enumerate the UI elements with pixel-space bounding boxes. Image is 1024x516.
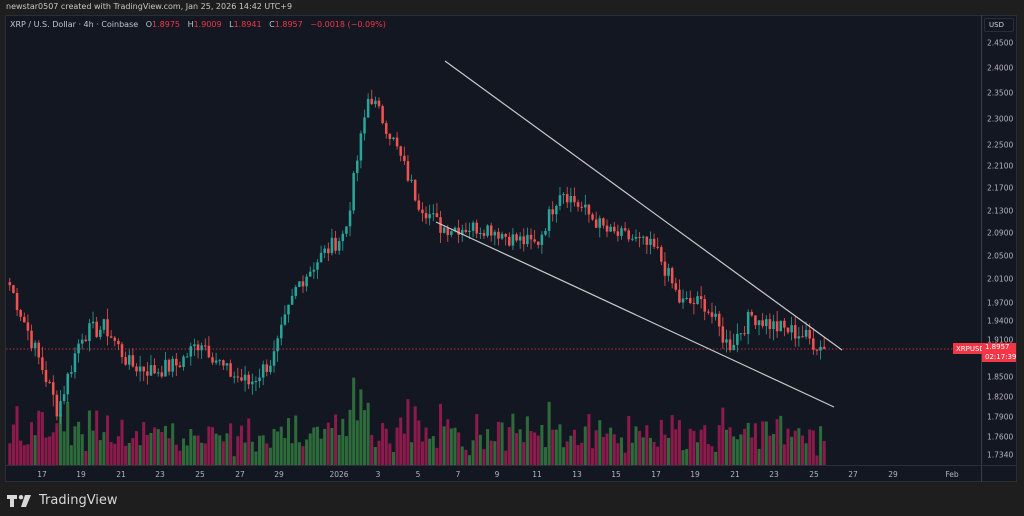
bar-countdown: 02:17:39 (985, 352, 1017, 361)
time-tick-label: 3 (375, 470, 381, 479)
current-price-badge: 1.8957 02:17:39 (982, 343, 1016, 362)
time-tick-label: 27 (848, 470, 858, 479)
price-tick-label: 2.4500 (987, 38, 1014, 48)
price-tick-label: 1.9700 (987, 298, 1014, 308)
symbol-title: XRP / U.S. Dollar · 4h · Coinbase (10, 20, 139, 29)
time-tick-label: 9 (494, 470, 500, 479)
current-price-value: 1.8957 (985, 343, 1010, 351)
close-value: 1.8957 (274, 20, 303, 29)
close-label: C (269, 20, 275, 29)
time-tick-label: 19 (76, 470, 86, 479)
price-tick-label: 2.2100 (987, 161, 1014, 171)
currency-button[interactable]: USD (984, 18, 1014, 32)
time-tick-label: 7 (455, 470, 461, 479)
brand-name: TradingView (39, 493, 118, 508)
price-tick-label: 1.8200 (987, 392, 1014, 402)
price-tick-label: 1.7600 (987, 432, 1014, 442)
ohlc-legend: XRP / U.S. Dollar · 4h · Coinbase O1.897… (10, 20, 386, 29)
time-tick-label: 29 (274, 470, 284, 479)
time-axis-divider (5, 465, 1017, 466)
price-tick-label: 2.0500 (987, 251, 1014, 261)
price-tick-label: 2.3000 (987, 114, 1014, 124)
price-tick-label: 2.4000 (987, 63, 1014, 73)
price-tick-label: 1.8500 (987, 372, 1014, 382)
price-tick-label: 2.1700 (987, 183, 1014, 193)
time-tick-label: 13 (572, 470, 582, 479)
high-label: H (187, 20, 194, 29)
price-tick-label: 2.0900 (987, 228, 1014, 238)
time-tick-label: 2026 (329, 470, 349, 479)
low-label: L (229, 20, 234, 29)
time-tick-label: 25 (195, 470, 205, 479)
open-label: O (145, 20, 153, 29)
chart-frame[interactable] (5, 15, 1017, 482)
time-tick-label: 29 (888, 470, 898, 479)
price-tick-label: 1.9400 (987, 316, 1014, 326)
time-tick-label: 21 (116, 470, 126, 479)
time-tick-label: 17 (37, 470, 47, 479)
tradingview-logo[interactable]: TradingView (7, 493, 118, 508)
price-tick-label: 1.9100 (987, 335, 1014, 345)
price-tick-label: 2.3500 (987, 88, 1014, 98)
high-value: 1.9009 (193, 20, 222, 29)
time-tick-label: 25 (809, 470, 819, 479)
time-tick-label: Feb (945, 470, 959, 479)
time-tick-label: 23 (155, 470, 165, 479)
price-tick-label: 2.1300 (987, 206, 1014, 216)
time-tick-label: 17 (651, 470, 661, 479)
time-tick-label: 19 (690, 470, 700, 479)
lower-trendline[interactable] (435, 221, 835, 408)
time-tick-label: 27 (235, 470, 245, 479)
change-value: −0.0018 (−0.09%) (310, 20, 386, 29)
open-value: 1.8975 (152, 20, 181, 29)
time-tick-label: 23 (769, 470, 779, 479)
time-tick-label: 21 (730, 470, 740, 479)
price-tick-label: 2.2500 (987, 140, 1014, 150)
symbol-price-tag: XRPUSD (953, 343, 988, 354)
tradingview-logo-icon (7, 494, 31, 507)
time-tick-label: 11 (532, 470, 542, 479)
time-tick-label: 5 (415, 470, 421, 479)
price-tick-label: 1.7340 (987, 450, 1014, 460)
time-tick-label: 15 (611, 470, 621, 479)
low-value: 1.8941 (233, 20, 262, 29)
price-tick-label: 1.7900 (987, 412, 1014, 422)
chart-caption: newstar0507 created with TradingView.com… (6, 2, 293, 11)
price-axis-divider (981, 15, 982, 482)
price-tick-label: 2.0100 (987, 274, 1014, 284)
upper-trendline[interactable] (444, 60, 843, 351)
